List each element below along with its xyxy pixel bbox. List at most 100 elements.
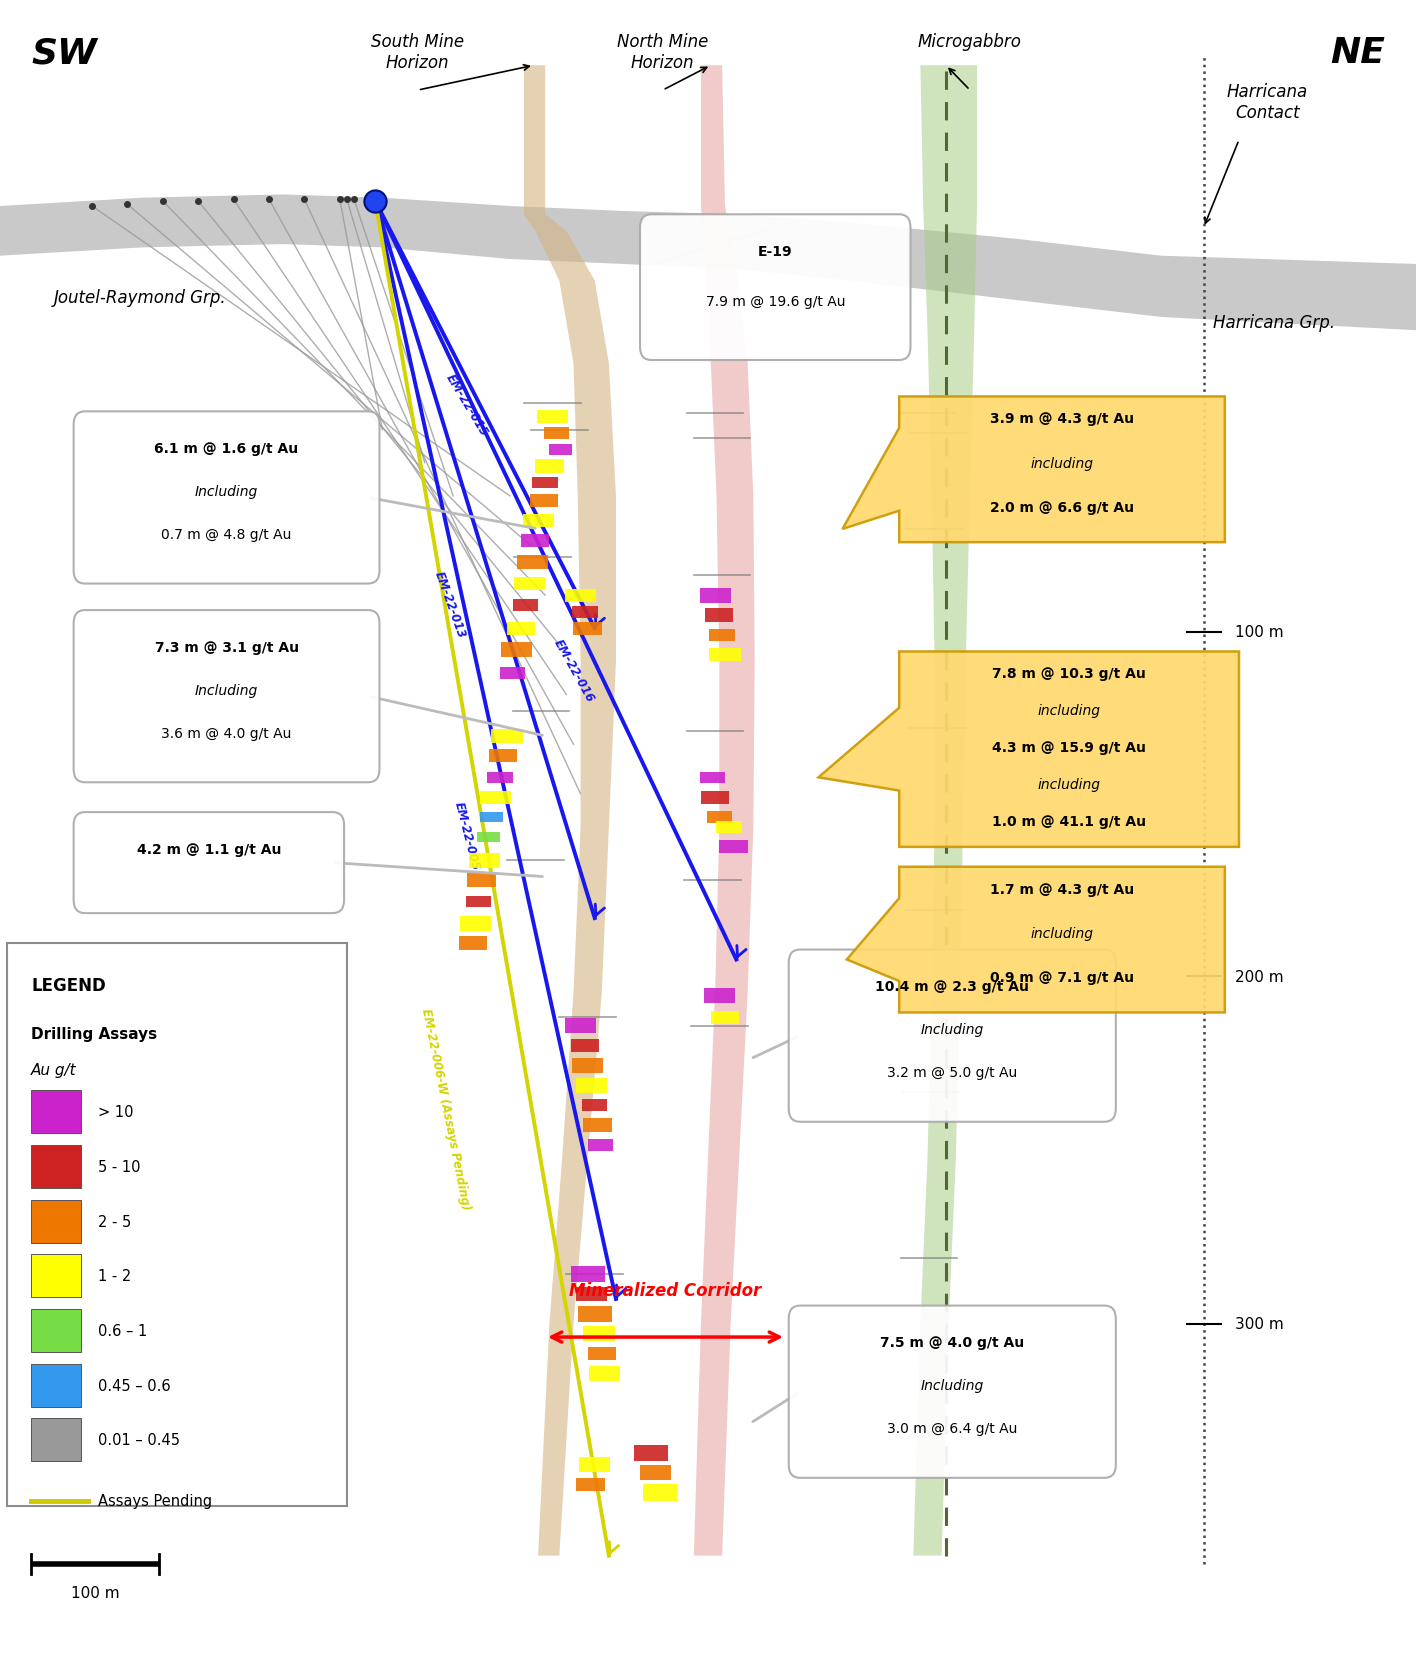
Text: EM-22-013: EM-22-013 <box>432 569 469 639</box>
FancyBboxPatch shape <box>74 813 344 914</box>
Bar <box>565 589 596 602</box>
Bar <box>549 444 572 455</box>
Bar <box>31 1091 81 1134</box>
Bar <box>31 1418 81 1461</box>
Text: 3.2 m @ 5.0 g/t Au: 3.2 m @ 5.0 g/t Au <box>888 1066 1017 1079</box>
Bar <box>501 642 532 657</box>
Bar <box>500 667 525 679</box>
Bar <box>513 599 538 611</box>
Text: 3.9 m @ 4.3 g/t Au: 3.9 m @ 4.3 g/t Au <box>990 412 1134 425</box>
Bar <box>530 495 558 508</box>
Polygon shape <box>913 66 977 1556</box>
Bar <box>709 629 735 640</box>
Bar <box>31 1254 81 1298</box>
Bar <box>514 578 545 591</box>
Text: 10.4 m @ 2.3 g/t Au: 10.4 m @ 2.3 g/t Au <box>875 980 1029 993</box>
Text: 5 - 10: 5 - 10 <box>98 1158 140 1175</box>
Text: Drilling Assays: Drilling Assays <box>31 1026 157 1041</box>
Bar <box>716 823 742 834</box>
Text: LEGEND: LEGEND <box>31 976 106 995</box>
Text: > 10: > 10 <box>98 1104 133 1120</box>
Bar <box>469 854 500 867</box>
Bar <box>571 1039 599 1053</box>
Bar <box>701 791 729 804</box>
FancyBboxPatch shape <box>74 611 379 783</box>
Polygon shape <box>818 652 1239 847</box>
Bar <box>588 1347 616 1360</box>
Bar <box>578 1306 612 1322</box>
Text: 7.3 m @ 3.1 g/t Au: 7.3 m @ 3.1 g/t Au <box>154 640 299 654</box>
Text: EM-22-006-W (Assays Pending): EM-22-006-W (Assays Pending) <box>419 1006 473 1211</box>
Bar <box>576 1288 607 1301</box>
Bar <box>489 750 517 763</box>
Text: E-19: E-19 <box>758 245 793 258</box>
Text: 300 m: 300 m <box>1235 1316 1283 1332</box>
Text: South Mine
Horizon: South Mine Horizon <box>371 33 464 71</box>
Bar <box>521 535 549 548</box>
Polygon shape <box>847 867 1225 1013</box>
Bar <box>707 811 732 823</box>
Text: 1.7 m @ 4.3 g/t Au: 1.7 m @ 4.3 g/t Au <box>990 882 1134 895</box>
Text: 0.45 – 0.6: 0.45 – 0.6 <box>98 1377 170 1394</box>
Text: NE: NE <box>1330 36 1385 71</box>
Bar <box>582 1099 607 1112</box>
Text: Assays Pending: Assays Pending <box>98 1493 212 1509</box>
FancyBboxPatch shape <box>74 412 379 584</box>
Text: EM-22-016: EM-22-016 <box>551 637 596 703</box>
Bar <box>459 937 487 950</box>
Text: Mineralized Corridor: Mineralized Corridor <box>569 1281 762 1299</box>
Bar <box>460 917 491 930</box>
Bar <box>480 813 503 823</box>
Text: 2 - 5: 2 - 5 <box>98 1213 130 1230</box>
Text: 4.3 m @ 15.9 g/t Au: 4.3 m @ 15.9 g/t Au <box>993 741 1146 755</box>
Bar <box>588 1139 613 1152</box>
Text: 100 m: 100 m <box>71 1585 119 1600</box>
Bar <box>517 554 548 569</box>
Bar <box>572 606 598 617</box>
Text: North Mine
Horizon: North Mine Horizon <box>617 33 708 71</box>
FancyBboxPatch shape <box>789 1306 1116 1478</box>
Text: Microgabbro: Microgabbro <box>918 33 1022 51</box>
Bar <box>640 1466 671 1480</box>
Bar <box>573 622 602 636</box>
Text: Au g/t: Au g/t <box>31 1063 76 1077</box>
Text: 3.6 m @ 4.0 g/t Au: 3.6 m @ 4.0 g/t Au <box>161 727 292 740</box>
Bar <box>31 1200 81 1243</box>
Text: 7.5 m @ 4.0 g/t Au: 7.5 m @ 4.0 g/t Au <box>881 1336 1024 1349</box>
Bar <box>719 841 748 854</box>
Bar <box>487 771 513 783</box>
Text: 0.7 m @ 4.8 g/t Au: 0.7 m @ 4.8 g/t Au <box>161 528 292 541</box>
FancyBboxPatch shape <box>7 943 347 1506</box>
Bar <box>583 1119 612 1132</box>
Text: Including: Including <box>920 1023 984 1036</box>
Bar <box>31 1145 81 1188</box>
Text: 0.01 – 0.45: 0.01 – 0.45 <box>98 1432 180 1448</box>
Text: Joutel-Raymond Grp.: Joutel-Raymond Grp. <box>54 290 227 306</box>
Text: Harricana
Contact: Harricana Contact <box>1226 83 1308 121</box>
Text: EM-22-015: EM-22-015 <box>443 372 491 439</box>
Bar <box>565 1019 596 1033</box>
Text: including: including <box>1031 457 1093 470</box>
Text: 6.1 m @ 1.6 g/t Au: 6.1 m @ 1.6 g/t Au <box>154 442 299 455</box>
FancyBboxPatch shape <box>789 950 1116 1122</box>
Text: 4.2 m @ 1.1 g/t Au: 4.2 m @ 1.1 g/t Au <box>137 842 280 856</box>
Bar <box>31 1364 81 1407</box>
Polygon shape <box>843 397 1225 543</box>
Text: 0.9 m @ 7.1 g/t Au: 0.9 m @ 7.1 g/t Au <box>990 970 1134 985</box>
Bar <box>480 791 511 804</box>
Text: 3.0 m @ 6.4 g/t Au: 3.0 m @ 6.4 g/t Au <box>886 1422 1018 1435</box>
Bar <box>572 1059 603 1074</box>
Text: Harricana Grp.: Harricana Grp. <box>1214 314 1335 331</box>
Bar <box>634 1445 668 1461</box>
FancyBboxPatch shape <box>640 215 910 361</box>
Polygon shape <box>694 66 755 1556</box>
Bar <box>466 897 491 907</box>
Text: 2.0 m @ 6.6 g/t Au: 2.0 m @ 6.6 g/t Au <box>990 500 1134 515</box>
Text: 200 m: 200 m <box>1235 968 1283 985</box>
Polygon shape <box>0 195 1416 331</box>
Text: SW: SW <box>31 36 98 71</box>
Text: including: including <box>1031 927 1093 940</box>
Bar <box>576 1478 605 1491</box>
Text: 7.9 m @ 19.6 g/t Au: 7.9 m @ 19.6 g/t Au <box>705 295 845 308</box>
Bar <box>537 410 568 424</box>
